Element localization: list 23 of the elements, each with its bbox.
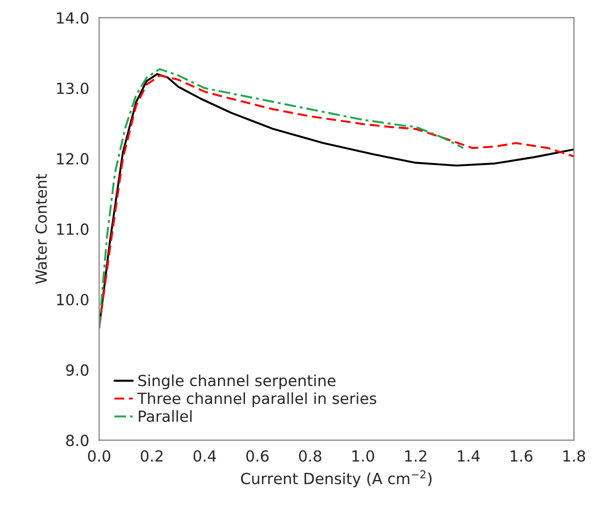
legend-label: Single channel serpentine: [138, 374, 336, 390]
legend-label: Three channel parallel in series: [137, 392, 376, 408]
y-tick-label: 12.0: [57, 153, 88, 165]
y-axis-title: Water Content: [35, 174, 47, 284]
y-tick-label: 13.0: [57, 82, 88, 94]
x-axis-title: Current Density (A cm$^{−2}$): [241, 470, 432, 488]
x-tick-label: 0.6: [246, 450, 269, 462]
x-tick-label: 1.0: [352, 450, 374, 462]
y-tick-label: 8.0: [66, 434, 88, 446]
x-tick-label: 0.8: [299, 450, 322, 462]
y-tick-label: 10.0: [57, 294, 88, 306]
y-tick-label: 11.0: [57, 223, 88, 235]
x-tick-label: 1.8: [563, 450, 586, 462]
y-tick-label: 9.0: [66, 364, 88, 376]
legend-label: Parallel: [138, 410, 192, 422]
line-series: [99, 68, 464, 329]
y-tick-label: 14.0: [57, 12, 88, 24]
x-tick-label: 0.0: [88, 450, 110, 462]
x-tick-label: 1.2: [405, 450, 426, 462]
x-tick-label: 0.2: [140, 450, 163, 462]
x-tick-label: 1.4: [458, 450, 480, 462]
x-tick-label: 0.4: [194, 450, 216, 462]
x-tick-label: 1.6: [510, 450, 532, 462]
